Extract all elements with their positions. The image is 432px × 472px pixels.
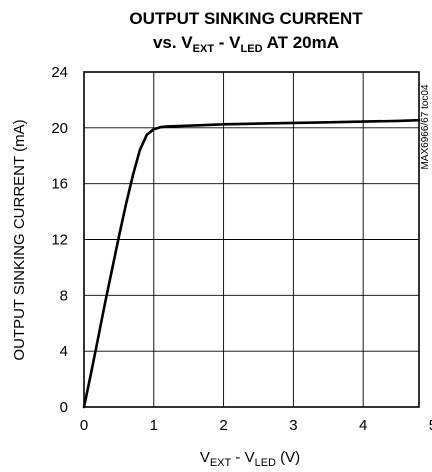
title-subscript-led: LED xyxy=(241,43,263,55)
y-tick-label-24: 24 xyxy=(51,64,68,81)
grid xyxy=(84,72,419,407)
x-tick-label-4: 4 xyxy=(359,417,367,434)
x-axis-label: VEXT - VLED (V) xyxy=(200,449,300,469)
x-tick-label-1: 1 xyxy=(150,417,158,434)
xlabel-prefix: V xyxy=(200,449,210,466)
title-subscript-ext: EXT xyxy=(193,43,215,55)
plot-frame xyxy=(83,71,420,408)
title-middle: - V xyxy=(214,33,241,52)
y-tick-labels: 0 4 8 12 16 20 24 xyxy=(51,64,68,416)
y-tick-label-4: 4 xyxy=(60,343,68,360)
title-prefix: vs. V xyxy=(153,33,193,52)
x-tick-labels: 0 1 2 3 4 5 xyxy=(80,417,432,434)
y-tick-label-8: 8 xyxy=(60,287,68,304)
xlabel-subscript-ext: EXT xyxy=(210,457,232,469)
x-tick-label-2: 2 xyxy=(219,417,227,434)
plot-border xyxy=(83,71,420,408)
xlabel-suffix: (V) xyxy=(276,449,300,466)
y-tick-label-20: 20 xyxy=(51,120,68,137)
chart-title-line-1: OUTPUT SINKING CURRENT xyxy=(129,9,363,28)
y-tick-label-16: 16 xyxy=(51,176,68,193)
title-suffix: AT 20mA xyxy=(263,33,340,52)
figure-code: MAX6966/67 toc04 xyxy=(420,84,431,169)
x-tick-label-3: 3 xyxy=(289,417,297,434)
y-tick-label-0: 0 xyxy=(60,399,68,416)
y-axis-label: OUTPUT SINKING CURRENT (mA) xyxy=(11,119,28,360)
xlabel-middle: - V xyxy=(231,449,254,466)
y-tick-label-12: 12 xyxy=(51,232,68,249)
xlabel-subscript-led: LED xyxy=(255,457,276,469)
chart-title-line-2: vs. VEXT - VLED AT 20mA xyxy=(153,33,339,55)
x-tick-label-0: 0 xyxy=(80,417,88,434)
series-layer xyxy=(82,118,421,409)
x-tick-label-5: 5 xyxy=(429,417,432,434)
series-line-0 xyxy=(82,118,421,409)
